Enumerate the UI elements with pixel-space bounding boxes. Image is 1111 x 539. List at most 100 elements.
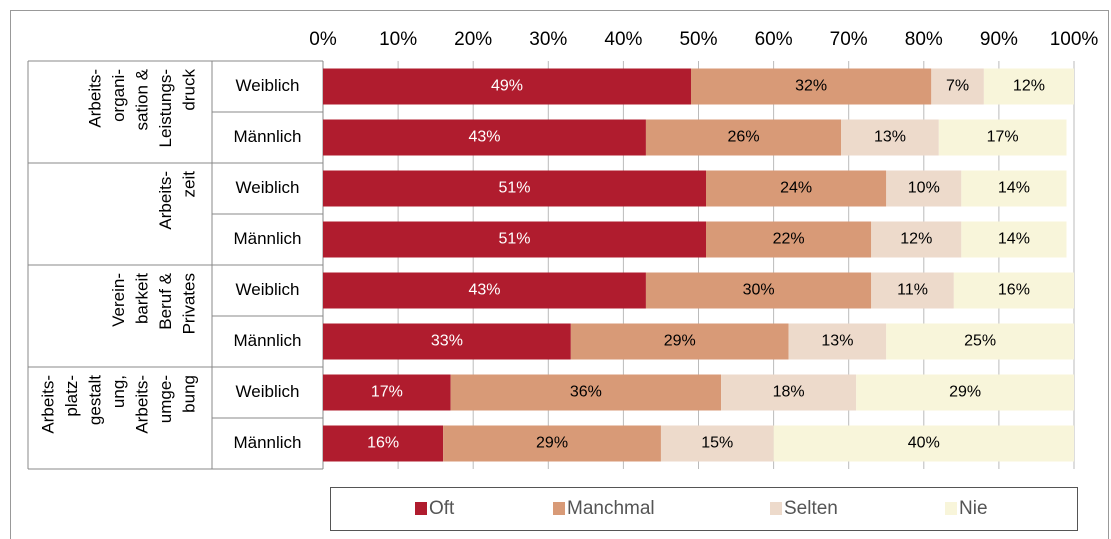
bar-segment xyxy=(323,119,646,156)
data-label: 51% xyxy=(498,180,530,197)
data-label: 25% xyxy=(964,333,996,350)
y-tick-label: Weiblich xyxy=(236,280,300,299)
data-label: 18% xyxy=(773,384,805,401)
bar-segment xyxy=(706,170,887,207)
data-label: 33% xyxy=(431,333,463,350)
bar-segment xyxy=(323,374,451,411)
data-label: 17% xyxy=(987,129,1019,146)
legend-swatch xyxy=(770,502,782,515)
legend-swatch xyxy=(415,502,427,515)
data-label: 10% xyxy=(908,180,940,197)
data-label: 40% xyxy=(908,435,940,452)
data-label: 16% xyxy=(998,282,1030,299)
data-label: 11% xyxy=(897,282,928,299)
legend-swatch xyxy=(945,502,957,515)
group-label: zeit xyxy=(179,171,198,198)
x-tick-label: 60% xyxy=(755,29,793,50)
data-label: 22% xyxy=(773,231,805,248)
bar-segment xyxy=(983,68,1074,105)
bar-segment xyxy=(886,170,962,207)
x-tick-label: 100% xyxy=(1050,29,1099,50)
group-label: platz- xyxy=(62,375,81,417)
bar-segment xyxy=(871,272,954,309)
bar-segment xyxy=(323,68,691,105)
bar-segment xyxy=(450,374,722,411)
group-label: umge- xyxy=(156,375,175,423)
data-label: 51% xyxy=(498,231,530,248)
data-label: 43% xyxy=(468,282,500,299)
legend-swatch xyxy=(553,502,565,515)
bar-segment xyxy=(323,272,646,309)
data-label: 14% xyxy=(998,180,1030,197)
y-tick-label: Männlich xyxy=(233,127,301,146)
group-label: Arbeits- xyxy=(132,375,151,434)
bar-segment xyxy=(323,425,444,462)
bar-segment xyxy=(570,323,789,360)
group-label: druck xyxy=(179,69,198,111)
bar-segment xyxy=(706,221,872,258)
x-tick-label: 30% xyxy=(529,29,567,50)
y-tick-label: Weiblich xyxy=(236,178,300,197)
data-label: 24% xyxy=(780,180,812,197)
data-label: 17% xyxy=(371,384,403,401)
data-label: 36% xyxy=(570,384,602,401)
bar-segment xyxy=(645,272,872,309)
data-label: 29% xyxy=(949,384,981,401)
legend-label: Nie xyxy=(959,498,988,519)
chart-frame xyxy=(10,10,1109,539)
bar-segment xyxy=(660,425,774,462)
bar-segment xyxy=(841,119,939,156)
bar-segment xyxy=(690,68,932,105)
group-label: Verein- xyxy=(109,273,128,327)
bar-segment xyxy=(443,425,661,462)
x-tick-label: 10% xyxy=(379,29,417,50)
legend-label: Oft xyxy=(429,498,455,519)
bar-segment xyxy=(886,323,1074,360)
data-label: 12% xyxy=(900,231,932,248)
group-label: Leistungs- xyxy=(156,69,175,147)
legend-label: Manchmal xyxy=(567,498,655,519)
group-label: Arbeits- xyxy=(85,69,104,128)
data-label: 32% xyxy=(795,78,827,95)
group-label: sation & xyxy=(132,68,151,130)
data-label: 13% xyxy=(874,129,906,146)
bar-segment xyxy=(953,272,1074,309)
bar-segment xyxy=(938,119,1067,156)
data-label: 43% xyxy=(468,129,500,146)
bar-segment xyxy=(788,323,887,360)
group-label: Arbeits- xyxy=(38,375,57,434)
group-label: barkeit xyxy=(132,273,151,324)
x-tick-label: 50% xyxy=(679,29,717,50)
data-label: 26% xyxy=(728,129,760,146)
bar-segment xyxy=(856,374,1074,411)
bar-segment xyxy=(323,323,571,360)
bar-segment xyxy=(871,221,962,258)
bar-segment xyxy=(961,170,1067,207)
x-tick-label: 40% xyxy=(604,29,642,50)
data-label: 15% xyxy=(701,435,733,452)
group-label: gestalt xyxy=(85,375,104,425)
bar-segment xyxy=(645,119,842,156)
x-tick-label: 20% xyxy=(454,29,492,50)
bar-segment xyxy=(721,374,857,411)
group-label: organi- xyxy=(109,69,128,122)
group-label: ung, xyxy=(109,375,128,408)
data-label: 29% xyxy=(536,435,568,452)
data-label: 7% xyxy=(946,78,969,95)
bar-segment xyxy=(323,221,707,258)
data-label: 14% xyxy=(998,231,1030,248)
y-tick-label: Weiblich xyxy=(236,382,300,401)
bar-segment xyxy=(931,68,984,105)
data-label: 13% xyxy=(821,333,853,350)
legend-label: Selten xyxy=(784,498,838,519)
y-tick-label: Männlich xyxy=(233,433,301,452)
data-label: 29% xyxy=(664,333,696,350)
group-label: bung xyxy=(179,375,198,413)
group-label: Privates xyxy=(179,273,198,334)
data-label: 16% xyxy=(367,435,399,452)
data-label: 49% xyxy=(491,78,523,95)
x-tick-label: 70% xyxy=(830,29,868,50)
x-tick-label: 0% xyxy=(309,29,337,50)
y-tick-label: Männlich xyxy=(233,331,301,350)
